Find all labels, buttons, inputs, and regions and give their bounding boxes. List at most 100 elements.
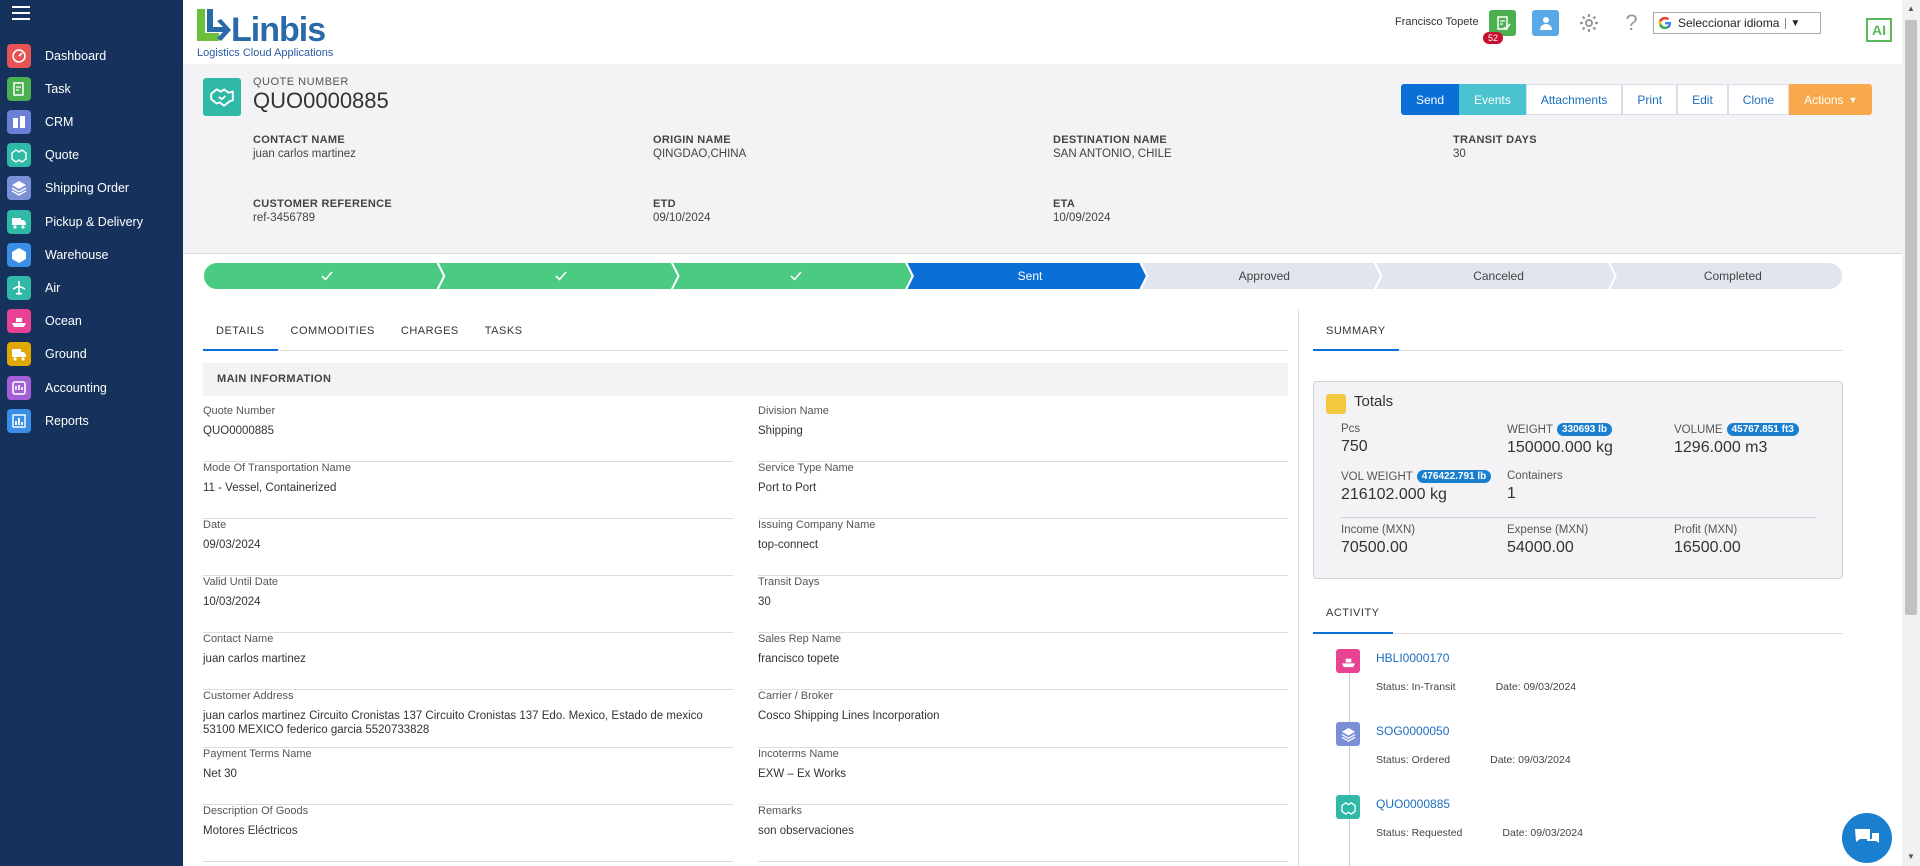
events-button[interactable]: Events [1459,84,1526,115]
ship-icon [7,309,31,334]
task-notification-button[interactable] [1489,10,1516,36]
crm-icon [7,109,31,134]
top-header: Linbis Logistics Cloud Applications Fran… [183,0,1920,64]
path-step-shape[interactable] [1607,261,1844,291]
field-label: Quote Number [203,405,276,417]
field-label: Transit Days [758,576,820,588]
path-step-done-1[interactable] [210,262,444,290]
summary-tabs: SUMMARY [1313,316,1843,351]
field-label: Issuing Company Name [758,519,876,531]
sidebar-item-ocean[interactable]: Ocean [0,305,183,338]
user-name[interactable]: Francisco Topete [1395,16,1479,28]
field-value: 11 - Vessel, Containerized [203,482,337,494]
path-step-sent[interactable]: Sent [1017,269,1043,283]
sidebar-item-warehouse[interactable]: Warehouse [0,238,183,271]
header-field-eta: ETA 10/09/2024 [1053,198,1111,224]
path-step-approved[interactable]: Approved [1238,269,1290,283]
total-value: 150000.000 kg [1507,439,1613,456]
field-label: CUSTOMER REFERENCE [253,198,393,210]
total-pcs: Pcs 750 [1341,423,1368,456]
activity-link[interactable]: QUO0000885 [1376,797,1451,811]
field-label: Valid Until Date [203,576,278,588]
sidebar-item-crm[interactable]: CRM [0,105,183,138]
total-label: Containers [1507,470,1563,482]
task-icon [7,76,31,101]
field-value: juan carlos martinez [253,148,356,160]
logo-mark-icon [197,9,231,41]
activity-link[interactable]: HBLI0000170 [1376,651,1450,665]
sidebar-item-dashboard[interactable]: Dashboard [0,39,183,72]
scrollbar-thumb[interactable] [1905,20,1917,615]
sidebar-item-pickup-delivery[interactable]: Pickup & Delivery [0,205,183,238]
total-label: Income (MXN) [1341,524,1416,536]
header-field-customer-reference: CUSTOMER REFERENCE ref-3456789 [253,198,392,224]
scroll-down-icon[interactable]: ▼ [1907,852,1915,861]
settings-button[interactable] [1575,10,1602,36]
edit-button[interactable]: Edit [1677,84,1728,115]
profile-button[interactable] [1532,10,1559,36]
sidebar-item-quote[interactable]: Quote [0,139,183,172]
shipping-order-icon [7,176,31,201]
tab-details[interactable]: DETAILS [203,316,278,351]
quote-number-label: QUOTE NUMBER [253,76,349,88]
field-value: francisco topete [758,653,840,665]
field-date: Date 09/03/2024 [203,519,733,576]
sidebar-item-accounting[interactable]: Accounting [0,371,183,404]
sidebar-item-label: Quote [45,148,80,163]
attachments-button[interactable]: Attachments [1525,84,1623,115]
field-value: 30 [758,596,771,608]
actions-dropdown-button[interactable]: Actions ▼ [1789,84,1873,115]
field-label: Division Name [758,405,829,417]
tab-commodities[interactable]: COMMODITIES [290,325,375,337]
scroll-up-icon[interactable]: ▲ [1907,4,1915,13]
quote-number: QUO0000885 [253,88,389,113]
main-information-title: MAIN INFORMATION [203,363,1288,396]
sidebar-item-label: Shipping Order [45,181,130,196]
activity-link[interactable]: SOG0000050 [1376,724,1450,738]
sidebar-item-reports[interactable]: Reports [0,404,183,437]
header-field-etd: ETD 09/10/2024 [653,198,711,224]
menu-icon[interactable] [12,6,30,20]
path-step-completed[interactable]: Completed [1703,269,1762,283]
total-containers: Containers 1 [1507,470,1563,503]
field-value: 30 [1453,148,1466,160]
page-scrollbar[interactable]: ▲ ▼ [1902,0,1920,866]
action-buttons: Send Events Attachments Print Edit Clone… [1401,84,1873,115]
tab-charges[interactable]: CHARGES [400,325,459,337]
tab-activity[interactable]: ACTIVITY [1313,597,1393,634]
field-label: Date [203,519,227,531]
path-step-done-2[interactable] [444,262,678,290]
sidebar-item-task[interactable]: Task [0,72,183,105]
weight-label: WEIGHT [1507,423,1553,436]
total-value: 54000.00 [1507,539,1574,556]
total-weight: WEIGHT 330693 lb 150000.000 kg [1507,423,1613,457]
sidebar-item-shipping-order[interactable]: Shipping Order [0,172,183,205]
language-select[interactable]: Seleccionar idioma ▼ [1653,12,1821,34]
clone-button[interactable]: Clone [1727,84,1790,115]
field-customer-address: Customer Address juan carlos martinez Cir… [203,690,733,748]
field-description-of-goods: Description Of Goods Motores Eléctricos [203,805,733,862]
sidebar: Dashboard Task CRM Quote Shipping Order Picku… [0,0,183,866]
send-button[interactable]: Send [1401,84,1460,115]
activity-status: Status: Requested [1376,827,1463,839]
print-button[interactable]: Print [1622,84,1678,115]
help-icon[interactable]: ? [1625,10,1638,35]
check-icon [555,271,568,281]
path-step-done-3[interactable] [679,262,913,290]
chat-button[interactable] [1842,813,1892,863]
field-label: ORIGIN NAME [653,134,731,146]
tab-summary[interactable]: SUMMARY [1313,316,1399,351]
path-step-canceled[interactable]: Canceled [1473,269,1524,283]
ai-assistant-button[interactable]: AI [1866,18,1892,42]
tab-tasks[interactable]: TASKS [484,325,523,337]
field-value: son observaciones [758,825,854,837]
sidebar-item-label: Ground [45,347,87,362]
sidebar-item-label: Pickup & Delivery [45,214,143,229]
field-label: Service Type Name [758,462,854,474]
sidebar-item-air[interactable]: Air [0,271,183,304]
sidebar-item-ground[interactable]: Ground [0,338,183,371]
total-value: 1 [1507,485,1516,502]
activity-date: Date: 09/03/2024 [1495,681,1577,693]
totals-icon [1326,394,1346,414]
linbis-logo[interactable]: Linbis Logistics Cloud Applications [195,5,335,61]
